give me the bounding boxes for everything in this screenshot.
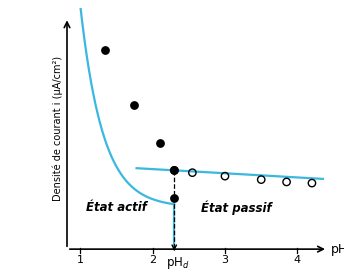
Text: 3: 3 <box>222 255 228 265</box>
Text: État passif: État passif <box>201 200 271 215</box>
Point <box>132 103 137 108</box>
Text: Densité de courant i (µA/cm²): Densité de courant i (µA/cm²) <box>52 56 63 201</box>
Text: État actif: État actif <box>86 201 147 214</box>
Point <box>284 180 289 184</box>
Text: 1: 1 <box>76 255 84 265</box>
Point <box>258 177 264 182</box>
Point <box>157 140 162 145</box>
Text: 4: 4 <box>294 255 301 265</box>
Point <box>190 171 195 175</box>
Point <box>103 48 108 52</box>
Point <box>309 181 315 185</box>
Text: 2: 2 <box>149 255 156 265</box>
Text: pH: pH <box>331 243 344 256</box>
Point <box>172 196 177 200</box>
Text: pH$_d$: pH$_d$ <box>166 255 190 271</box>
Point <box>222 174 228 178</box>
Point <box>172 168 177 172</box>
Point <box>172 168 177 172</box>
